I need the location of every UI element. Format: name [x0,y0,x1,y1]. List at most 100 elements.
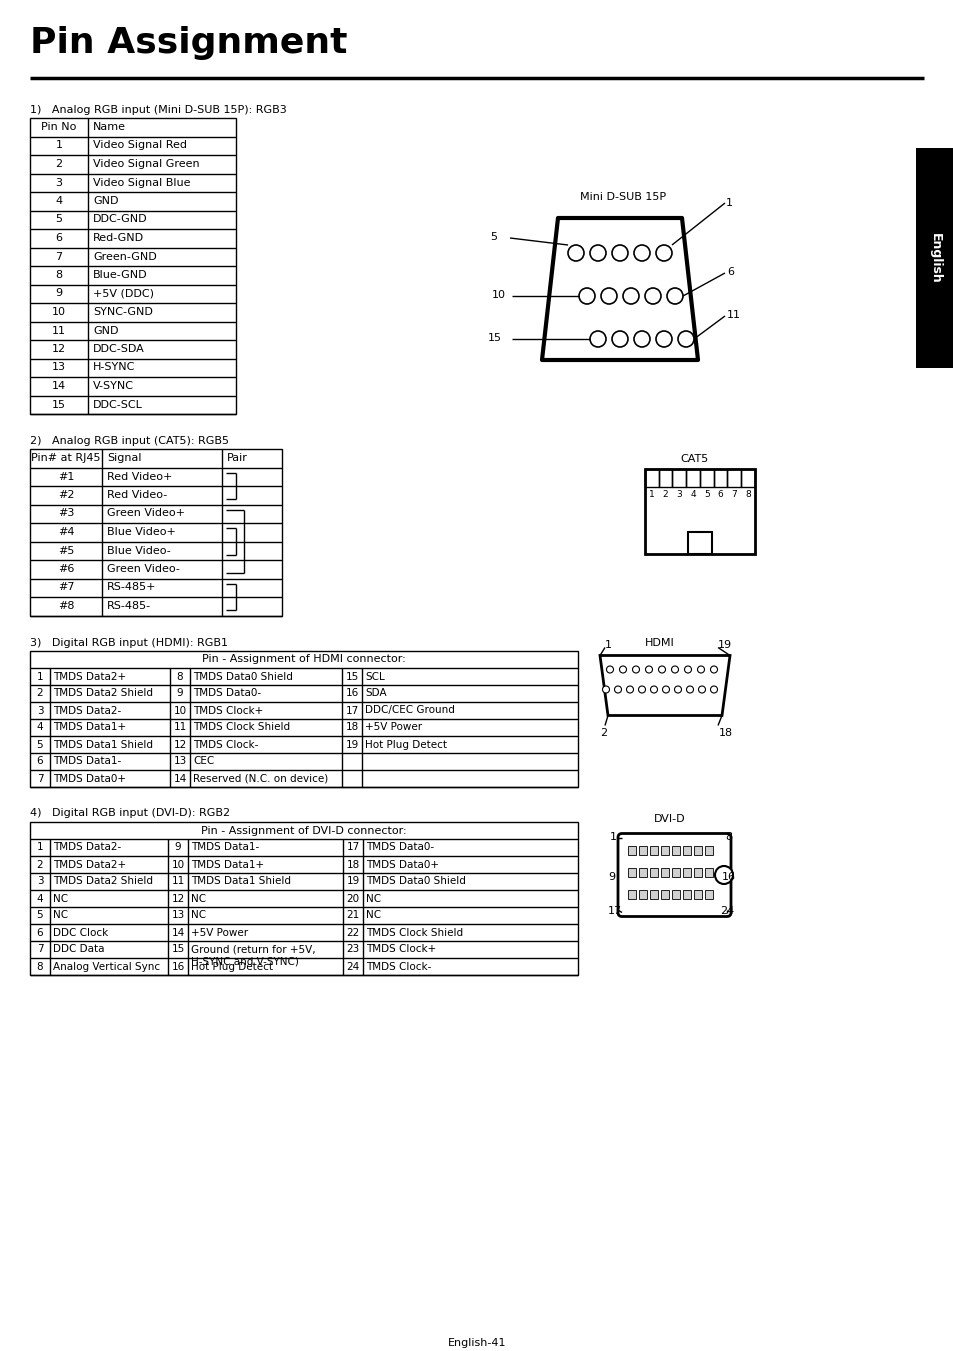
Text: 7: 7 [731,490,737,499]
Text: 7: 7 [55,251,63,262]
Text: 3)   Digital RGB input (HDMI): RGB1: 3) Digital RGB input (HDMI): RGB1 [30,638,228,647]
Text: NC: NC [366,893,381,904]
Bar [649,846,658,854]
Text: 6: 6 [726,267,733,277]
Text: 14: 14 [51,381,66,390]
Text: #8: #8 [58,601,74,611]
Text: GND: GND [92,196,118,205]
Text: TMDS Data0 Shield: TMDS Data0 Shield [366,877,465,886]
Text: 15: 15 [172,944,185,955]
Text: #3: #3 [58,508,74,519]
Bar [660,846,668,854]
Text: 4: 4 [690,490,695,499]
Text: 5: 5 [703,490,709,499]
Circle shape [658,666,665,673]
Text: CAT5: CAT5 [679,454,707,463]
Text: SDA: SDA [365,689,386,698]
Text: 9: 9 [174,843,181,852]
Bar [700,469,713,486]
Text: Green Video-: Green Video- [107,563,180,574]
Text: 4: 4 [36,723,43,732]
Bar [682,867,690,877]
Text: TMDS Data0+: TMDS Data0+ [366,859,438,870]
Circle shape [661,686,669,693]
Polygon shape [599,655,729,716]
Text: TMDS Data0-: TMDS Data0- [366,843,434,852]
Text: TMDS Data2+: TMDS Data2+ [53,859,126,870]
Text: 2)   Analog RGB input (CAT5): RGB5: 2) Analog RGB input (CAT5): RGB5 [30,436,229,446]
Text: Ground (return for +5V,
H-SYNC and V-SYNC): Ground (return for +5V, H-SYNC and V-SYN… [191,944,315,966]
Text: Pin - Assignment of HDMI connector:: Pin - Assignment of HDMI connector: [202,654,405,665]
Text: DDC-SCL: DDC-SCL [92,400,143,409]
Text: NC: NC [191,893,206,904]
Circle shape [614,686,620,693]
Text: Red Video+: Red Video+ [107,471,172,481]
Text: 20: 20 [346,893,359,904]
Text: 2: 2 [36,859,43,870]
Text: 11: 11 [173,723,187,732]
Text: TMDS Data0 Shield: TMDS Data0 Shield [193,671,293,681]
Bar [30,821,578,974]
Text: 3: 3 [676,490,681,499]
Circle shape [656,331,671,347]
Bar [660,867,668,877]
Text: 8: 8 [724,831,731,842]
Bar [30,118,235,413]
Text: 8: 8 [55,270,63,280]
Circle shape [686,686,693,693]
Text: 2: 2 [36,689,43,698]
Text: 1: 1 [604,640,612,650]
Text: Blue-GND: Blue-GND [92,270,148,280]
Bar [644,469,754,554]
Text: 1: 1 [648,490,654,499]
Text: 12: 12 [51,345,66,354]
Text: DDC/CEC Ground: DDC/CEC Ground [365,705,455,716]
Text: DVI-D: DVI-D [654,813,685,824]
Circle shape [618,666,626,673]
Circle shape [578,288,595,304]
Bar [671,889,679,898]
Text: #1: #1 [58,471,74,481]
Text: Blue Video-: Blue Video- [107,546,171,555]
Text: Blue Video+: Blue Video+ [107,527,175,536]
Text: TMDS Data1-: TMDS Data1- [53,757,121,766]
Text: NC: NC [53,893,68,904]
Text: Green-GND: Green-GND [92,251,156,262]
Text: Video Signal Red: Video Signal Red [92,141,187,150]
Bar [639,867,646,877]
Text: TMDS Clock Shield: TMDS Clock Shield [193,723,290,732]
Text: 15: 15 [488,332,501,343]
Text: 13: 13 [173,757,187,766]
Circle shape [622,288,639,304]
Text: 1: 1 [36,671,43,681]
Text: Pair: Pair [227,453,248,463]
Text: NC: NC [366,911,381,920]
Text: 5: 5 [36,911,43,920]
Text: 18: 18 [346,859,359,870]
Text: DDC-GND: DDC-GND [92,215,148,224]
Circle shape [684,666,691,673]
Text: SCL: SCL [365,671,384,681]
Text: 7: 7 [36,774,43,784]
Text: 9: 9 [176,689,183,698]
Text: Green Video+: Green Video+ [107,508,185,519]
Text: Red Video-: Red Video- [107,490,167,500]
Text: TMDS Data1 Shield: TMDS Data1 Shield [191,877,291,886]
Polygon shape [541,218,698,359]
Text: DDC Clock: DDC Clock [53,928,108,938]
Text: SYNC-GND: SYNC-GND [92,307,152,317]
Bar [671,846,679,854]
Text: 13: 13 [52,362,66,373]
Text: TMDS Data1+: TMDS Data1+ [191,859,264,870]
Text: 21: 21 [346,911,359,920]
Text: TMDS Data0+: TMDS Data0+ [53,774,126,784]
Text: TMDS Clock+: TMDS Clock+ [193,705,263,716]
Text: 10: 10 [172,859,184,870]
Text: V-SYNC: V-SYNC [92,381,133,390]
Text: H-SYNC: H-SYNC [92,362,135,373]
Circle shape [602,686,609,693]
Text: 11: 11 [172,877,185,886]
Text: 16: 16 [172,962,185,971]
Circle shape [612,331,627,347]
Text: 16: 16 [721,871,735,881]
